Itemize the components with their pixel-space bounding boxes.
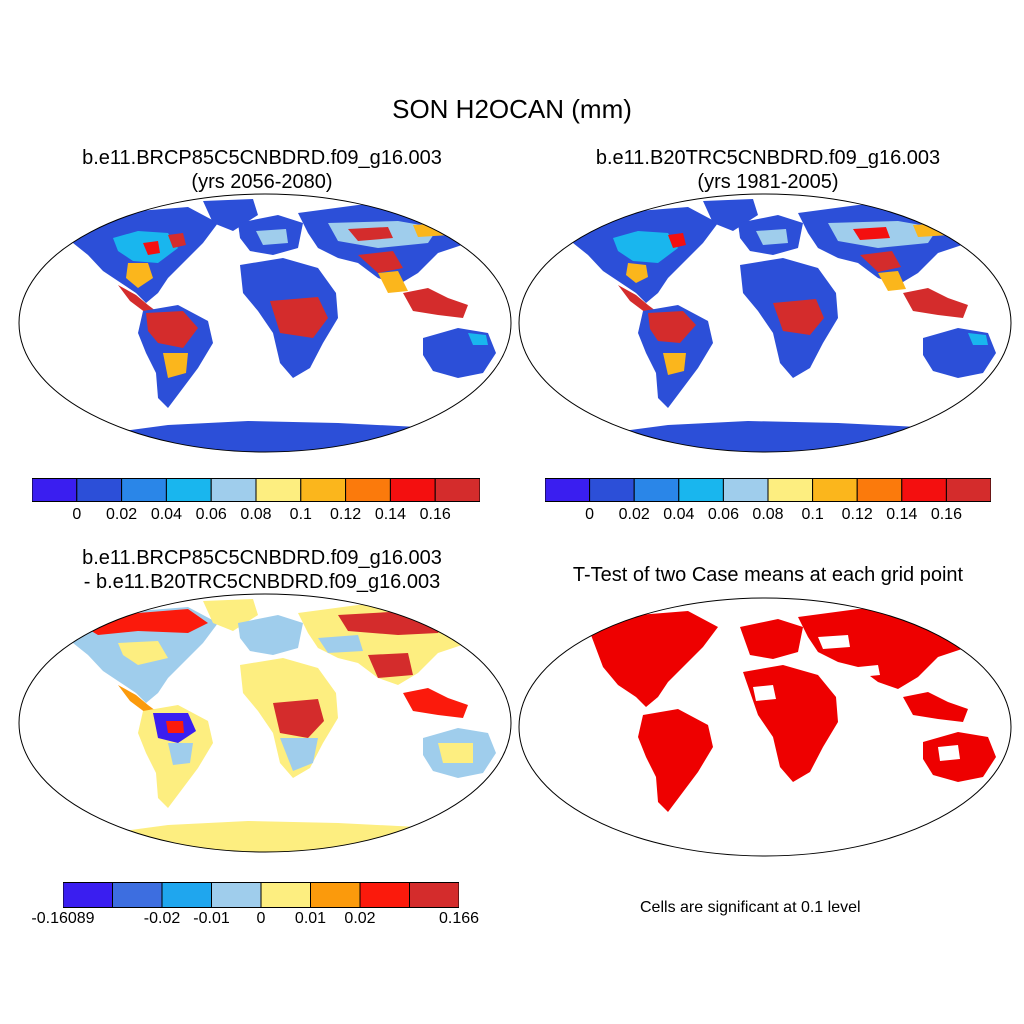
map-panel-historical xyxy=(518,193,1012,453)
map-panel-difference xyxy=(18,593,512,853)
map-ttest-land xyxy=(588,607,996,812)
colorbar-future-tick-label: 0.04 xyxy=(150,506,182,523)
colorbar-future-swatch xyxy=(300,478,347,502)
map-ttest-outline xyxy=(518,597,1012,857)
colorbar-historical-swatch xyxy=(545,478,591,502)
colorbar-future-tick-label: 0.1 xyxy=(289,506,312,523)
colorbar-future-swatch xyxy=(389,478,436,502)
panel3-title: b.e11.BRCP85C5CNBDRD.f09_g16.003 - b.e11… xyxy=(12,546,512,594)
colorbar-difference-tick-label: -0.02 xyxy=(143,910,181,927)
colorbar-difference-swatch xyxy=(310,882,361,908)
figure-title: SON H2OCAN (mm) xyxy=(392,94,632,124)
colorbar-historical-tick-label: 0.08 xyxy=(752,506,784,523)
colorbar-difference-swatch xyxy=(260,882,311,908)
colorbar-future xyxy=(32,478,480,502)
panel4-title: T-Test of two Case means at each grid po… xyxy=(572,564,964,586)
colorbar-future-tick-label: 0.02 xyxy=(106,506,138,523)
colorbar-historical-swatch xyxy=(633,478,680,502)
colorbar-future-tick-label: 0 xyxy=(72,506,82,523)
colorbar-future-tick-label: 0.16 xyxy=(419,506,451,523)
colorbar-difference-tick-label: 0.166 xyxy=(438,910,480,927)
colorbar-difference-tick-label: 0 xyxy=(256,910,266,927)
colorbar-future-swatch xyxy=(434,478,480,502)
colorbar-difference-swatch xyxy=(409,882,459,908)
colorbar-historical-swatch xyxy=(767,478,814,502)
colorbar-difference-tick-label: -0.16089 xyxy=(31,910,95,927)
colorbar-future-swatch xyxy=(121,478,167,502)
colorbar-difference-swatch xyxy=(359,882,410,908)
colorbar-historical-swatch xyxy=(812,478,858,502)
colorbar-historical-tick-label: 0.02 xyxy=(618,506,650,523)
colorbar-future-labels: 0 0.02 0.04 0.06 0.08 0.1 0.12 0.14 0.16 xyxy=(32,506,480,526)
colorbar-difference-tick-label: 0.01 xyxy=(294,910,327,927)
colorbar-historical-tick-label: 0.1 xyxy=(801,506,824,523)
colorbar-future-tick-label: 0.06 xyxy=(195,506,227,523)
map-panel-future xyxy=(18,193,512,453)
colorbar-difference-tick-label: 0.02 xyxy=(344,910,376,927)
panel2-title-line2: (yrs 1981-2005) xyxy=(697,171,839,193)
significance-note: Cells are significant at 0.1 level xyxy=(640,899,861,916)
colorbar-difference-swatch xyxy=(161,882,212,908)
map-panel-ttest xyxy=(518,597,1012,857)
panel2-title-line1: b.e11.B20TRC5CNBDRD.f09_g16.003 xyxy=(595,147,941,169)
colorbar-historical-tick-label: 0.16 xyxy=(930,506,962,523)
colorbar-historical-swatch xyxy=(945,478,991,502)
colorbar-difference-tick-label: -0.01 xyxy=(193,910,230,927)
colorbar-difference xyxy=(63,882,459,908)
colorbar-historical-tick-label: 0 xyxy=(585,506,595,523)
colorbar-difference-swatch xyxy=(211,882,262,908)
colorbar-historical-tick-label: 0.06 xyxy=(707,506,739,523)
map-future-outline xyxy=(18,193,512,453)
colorbar-historical-labels: 0 0.02 0.04 0.06 0.08 0.1 0.12 0.14 0.16 xyxy=(545,506,991,526)
colorbar-future-swatch xyxy=(76,478,123,502)
colorbar-historical-swatch xyxy=(589,478,635,502)
colorbar-difference-swatch xyxy=(63,882,113,908)
panel1-title-line1: b.e11.BRCP85C5CNBDRD.f09_g16.003 xyxy=(82,147,442,169)
panel2-title: b.e11.B20TRC5CNBDRD.f09_g16.003 (yrs 198… xyxy=(518,146,1018,194)
panel3-title-line2: - b.e11.B20TRC5CNBDRD.f09_g16.003 xyxy=(83,571,441,593)
colorbar-historical xyxy=(545,478,991,502)
panel1-title: b.e11.BRCP85C5CNBDRD.f09_g16.003 (yrs 20… xyxy=(12,146,512,194)
colorbar-future-tick-label: 0.14 xyxy=(374,506,406,523)
panel3-title-line1: b.e11.BRCP85C5CNBDRD.f09_g16.003 xyxy=(82,547,442,569)
colorbar-future-swatch xyxy=(345,478,391,502)
colorbar-future-swatch xyxy=(32,478,78,502)
map-difference-outline xyxy=(18,593,512,853)
colorbar-historical-swatch xyxy=(722,478,769,502)
colorbar-historical-swatch xyxy=(856,478,903,502)
colorbar-future-swatch xyxy=(255,478,302,502)
colorbar-future-swatch xyxy=(165,478,212,502)
colorbar-historical-swatch xyxy=(901,478,947,502)
colorbar-historical-tick-label: 0.14 xyxy=(886,506,918,523)
colorbar-difference-swatch xyxy=(112,882,163,908)
map-historical-outline xyxy=(518,193,1012,453)
panel1-title-line2: (yrs 2056-2080) xyxy=(191,171,333,193)
colorbar-historical-tick-label: 0.04 xyxy=(663,506,695,523)
colorbar-historical-swatch xyxy=(678,478,724,502)
colorbar-future-tick-label: 0.12 xyxy=(330,506,362,523)
colorbar-difference-labels: -0.16089 -0.02 -0.01 0 0.01 0.02 0.166 xyxy=(31,910,479,930)
colorbar-future-swatch xyxy=(210,478,257,502)
colorbar-historical-tick-label: 0.12 xyxy=(841,506,873,523)
colorbar-future-tick-label: 0.08 xyxy=(240,506,272,523)
